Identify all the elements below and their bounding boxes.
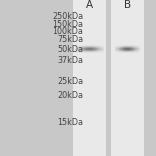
Text: 15kDa: 15kDa xyxy=(57,118,83,127)
Text: 100kDa: 100kDa xyxy=(53,27,83,37)
Text: 25kDa: 25kDa xyxy=(57,77,83,86)
Text: 75kDa: 75kDa xyxy=(57,34,83,44)
FancyBboxPatch shape xyxy=(73,0,106,156)
FancyBboxPatch shape xyxy=(111,0,144,156)
Text: A: A xyxy=(86,0,93,10)
Text: 37kDa: 37kDa xyxy=(57,56,83,65)
Text: 150kDa: 150kDa xyxy=(52,20,83,29)
Text: B: B xyxy=(124,0,131,10)
Text: 20kDa: 20kDa xyxy=(57,91,83,100)
Text: 50kDa: 50kDa xyxy=(57,45,83,54)
Text: 250kDa: 250kDa xyxy=(52,12,83,21)
